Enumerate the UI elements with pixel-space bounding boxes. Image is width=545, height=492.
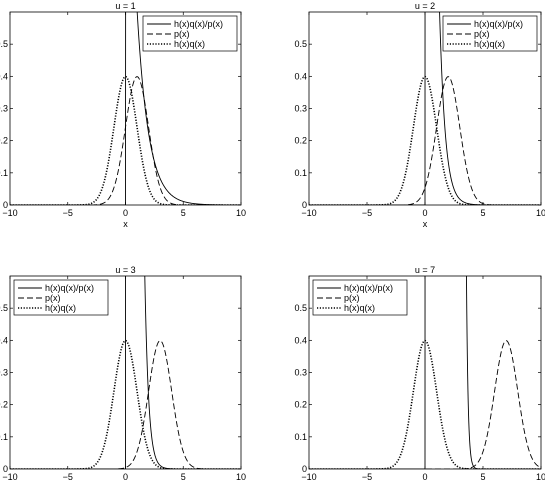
- y-tick-label: 0.2: [0, 136, 8, 146]
- legend-label: h(x)q(x)/p(x): [174, 19, 223, 29]
- legend-label: h(x)q(x)/p(x): [45, 283, 94, 293]
- y-tick-label: 0.3: [294, 368, 307, 378]
- legend-box: [142, 15, 238, 52]
- subplot-title: u = 7: [415, 265, 435, 275]
- y-tick-label: 0: [302, 464, 307, 474]
- subplot-title: u = 3: [115, 265, 135, 275]
- x-tick-label: 10: [536, 208, 545, 218]
- y-tick-label: 0.4: [0, 71, 8, 81]
- x-tick-label: 0: [422, 472, 427, 482]
- legend: h(x)q(x)/p(x)p(x)h(x)q(x): [312, 279, 408, 316]
- legend-label: h(x)q(x): [174, 39, 205, 49]
- x-tick-label: −10: [2, 208, 17, 218]
- x-tick-label: 10: [236, 472, 246, 482]
- x-tick-label: −10: [301, 472, 316, 482]
- y-tick-label: 0.3: [0, 368, 8, 378]
- legend-label: h(x)q(x): [344, 303, 375, 313]
- y-tick-label: 0.1: [294, 432, 307, 442]
- legend-label: p(x): [344, 293, 360, 303]
- y-tick-label: 0.4: [294, 335, 307, 345]
- x-tick-label: 0: [422, 208, 427, 218]
- legend-label: h(x)q(x): [474, 39, 505, 49]
- legend-box: [442, 15, 538, 52]
- x-tick-label: −5: [362, 472, 372, 482]
- y-tick-label: 0.3: [294, 104, 307, 114]
- y-tick-label: 0: [3, 200, 8, 210]
- x-tick-label: 5: [480, 208, 485, 218]
- y-tick-label: 0: [302, 200, 307, 210]
- y-tick-label: 0.2: [294, 136, 307, 146]
- y-tick-label: 0.5: [294, 39, 307, 49]
- x-tick-label: 10: [236, 208, 246, 218]
- y-tick-label: 0.2: [294, 400, 307, 410]
- y-tick-label: 0.3: [0, 104, 8, 114]
- y-tick-label: 0.1: [294, 168, 307, 178]
- y-tick-label: 0.5: [0, 39, 8, 49]
- subplot-title: u = 2: [415, 1, 435, 11]
- y-tick-label: 0.5: [294, 303, 307, 313]
- x-axis-label: x: [423, 219, 428, 229]
- x-tick-label: 5: [181, 472, 186, 482]
- series-line-p: [309, 340, 541, 469]
- legend-box: [312, 279, 408, 316]
- y-tick-label: 0.1: [0, 432, 8, 442]
- legend: h(x)q(x)/p(x)p(x)h(x)q(x): [13, 279, 109, 316]
- x-tick-label: 5: [181, 208, 186, 218]
- x-tick-label: −10: [301, 208, 316, 218]
- x-axis-label: x: [123, 219, 128, 229]
- x-tick-label: −10: [2, 472, 17, 482]
- legend-label: p(x): [45, 293, 61, 303]
- y-tick-label: 0.4: [0, 335, 8, 345]
- series-line-p: [10, 76, 241, 205]
- x-tick-label: −5: [63, 472, 73, 482]
- x-tick-label: 5: [480, 472, 485, 482]
- legend-label: h(x)q(x)/p(x): [474, 19, 523, 29]
- legend-label: p(x): [474, 29, 490, 39]
- series-line-hq: [309, 75, 541, 205]
- legend: h(x)q(x)/p(x)p(x)h(x)q(x): [142, 15, 238, 52]
- subplot-u-3: u = 3 −10 −5 0 5 10 0 0.1 0.2 0.3 0.4 0.5 h(x)q(x)/p…: [0, 265, 246, 482]
- x-tick-label: 10: [536, 472, 545, 482]
- subplot-u-2: u = 2 −10 −5 0 5 10 0 0.1 0.2 0.3 0.4 0.5 x h(x)q(x)/…: [294, 1, 545, 229]
- legend-box: [13, 279, 109, 316]
- x-tick-label: 0: [123, 208, 128, 218]
- legend-label: p(x): [174, 29, 190, 39]
- y-tick-label: 0.4: [294, 71, 307, 81]
- series-line-hq: [309, 339, 541, 469]
- y-tick-label: 0.1: [0, 168, 8, 178]
- y-tick-label: 0: [3, 464, 8, 474]
- y-tick-label: 0.5: [0, 303, 8, 313]
- subplot-u-7: u = 7 −10 −5 0 5 10 0 0.1 0.2 0.3 0.4 0.5 h(x)q(x)/p…: [294, 265, 545, 482]
- legend-label: h(x)q(x): [45, 303, 76, 313]
- legend: h(x)q(x)/p(x)p(x)h(x)q(x): [442, 15, 538, 52]
- x-tick-label: 0: [123, 472, 128, 482]
- y-tick-label: 0.2: [0, 400, 8, 410]
- subplot-title: u = 1: [115, 1, 135, 11]
- subplot-u-1: u = 1 −10 −5 0 5 10 0 0.1 0.2 0.3 0.4 0.5 x h(x)q(x)/…: [0, 1, 246, 229]
- x-tick-label: −5: [63, 208, 73, 218]
- x-tick-label: −5: [362, 208, 372, 218]
- legend-label: h(x)q(x)/p(x): [344, 283, 393, 293]
